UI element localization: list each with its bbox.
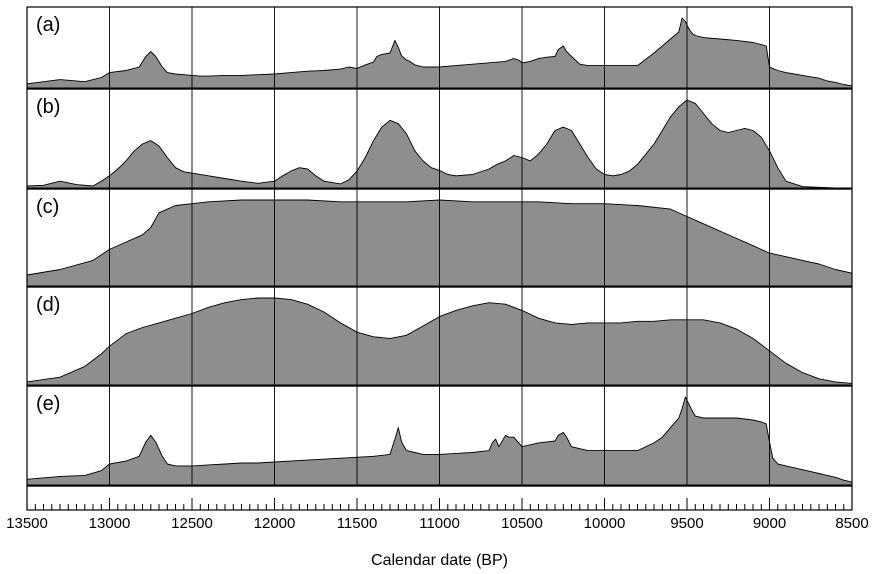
panel-label-2: (b) [36, 96, 60, 118]
tick-label-9500: 9500 [670, 515, 703, 532]
tick-label-10500: 10500 [501, 515, 543, 532]
panel-2-area [26, 99, 853, 189]
x-axis-title: Calendar date (BP) [371, 552, 508, 569]
panel-5-area [26, 396, 853, 486]
tick-label-8500: 8500 [835, 515, 868, 532]
tick-label-11000: 11000 [419, 515, 460, 532]
x-axis-ticks [26, 498, 853, 510]
panel-labels: (a) (b) (c) (d) (e) [36, 14, 60, 415]
tick-label-12500: 12500 [171, 515, 213, 532]
vertical-gridlines [109, 7, 770, 486]
panel-label-4: (d) [36, 294, 60, 316]
tick-label-9000: 9000 [753, 515, 786, 532]
tick-label-10000: 10000 [584, 515, 626, 532]
panel-label-1: (a) [36, 14, 60, 36]
tick-label-11500: 11500 [337, 515, 378, 532]
panel-label-3: (c) [36, 196, 59, 218]
tick-label-13000: 13000 [89, 515, 131, 532]
x-axis-tick-labels: 13500 13000 12500 12000 11500 11000 10500 10000… [6, 515, 869, 532]
tick-label-13500: 13500 [6, 515, 48, 532]
panel-1-area [26, 17, 853, 89]
panel-label-5: (e) [36, 393, 60, 415]
tick-label-12000: 12000 [254, 515, 296, 532]
